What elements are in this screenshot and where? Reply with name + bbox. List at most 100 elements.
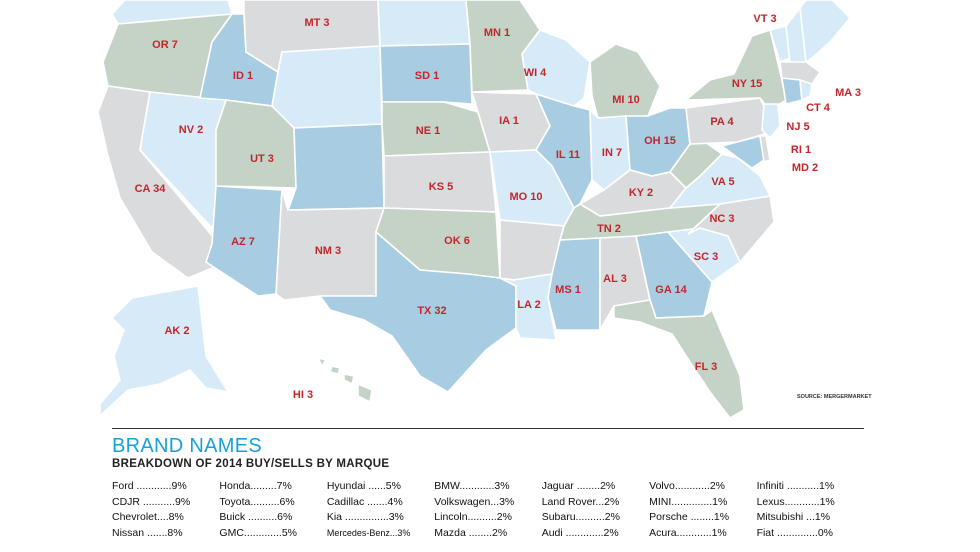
state-label-ct: CT 4 — [806, 102, 831, 114]
state-md — [720, 135, 765, 169]
state-label-nv: NV 2 — [179, 124, 203, 136]
brand-item: Toyota..........6% — [219, 495, 295, 508]
state-sd — [379, 43, 473, 105]
brand-item: Honda.........7% — [219, 480, 292, 492]
state-label-fl: FL 3 — [695, 361, 717, 373]
state-hi — [316, 356, 373, 404]
state-label-az: AZ 7 — [231, 236, 255, 248]
state-ak — [99, 285, 230, 418]
state-label-sd: SD 1 — [415, 70, 439, 82]
brand-grid: Ford ............9% CDJR ...........9% C… — [112, 479, 864, 541]
brand-item: Kia ...............3% — [326, 511, 404, 523]
brand-item: Mercedes-Benz...3% — [326, 527, 411, 538]
state-co — [286, 123, 385, 211]
brand-item: Mitsubishi ...1% — [756, 511, 831, 523]
brand-item: Chevrolet....8% — [112, 511, 184, 523]
state-label-ma: MA 3 — [835, 87, 861, 99]
legend: BRAND NAMES BREAKDOWN OF 2014 BUY/SELLS … — [112, 428, 864, 541]
brand-item: CDJR ...........9% — [112, 495, 191, 508]
brand-item: GMC.............5% — [219, 526, 298, 539]
state-label-ri: RI 1 — [791, 144, 811, 156]
brand-column: Jaguar ........2% Land Rover...2% Subaru… — [542, 479, 649, 541]
state-label-mt: MT 3 — [304, 17, 329, 29]
us-map: OR 7 CA 34 NV 2 ID 1 MT 3 UT 3 AZ 7 NM 3 SD 1 NE … — [97, 0, 872, 420]
brand-item: Ford ............9% — [112, 480, 187, 492]
brand-item: Audi .............2% — [541, 526, 619, 539]
state-tx — [318, 230, 517, 394]
state-label-ks: KS 5 — [429, 181, 453, 193]
state-label-ga: GA 14 — [655, 284, 687, 296]
brand-column: Ford ............9% CDJR ...........9% C… — [112, 479, 219, 541]
state-label-ak: AK 2 — [164, 325, 189, 337]
state-label-in: IN 7 — [602, 147, 622, 159]
state-ri — [799, 78, 813, 102]
brand-item: Infiniti ...........1% — [756, 480, 835, 492]
state-label-tx: TX 32 — [417, 305, 446, 317]
state-label-hi: HI 3 — [293, 389, 313, 401]
state-label-or: OR 7 — [152, 39, 178, 51]
brand-item: Cadillac .......4% — [326, 495, 403, 508]
state-label-nc: NC 3 — [709, 213, 734, 225]
legend-subtitle: BREAKDOWN OF 2014 BUY/SELLS BY MARQUE — [112, 458, 390, 470]
brand-column: BMW............3% Volkswagen...3% Lincol… — [434, 479, 541, 541]
state-nd — [377, 0, 471, 47]
brand-item: Subaru..........2% — [541, 511, 620, 523]
state-ny — [683, 28, 787, 112]
brand-item: Lincoln..........2% — [434, 511, 512, 523]
state-label-ne: NE 1 — [416, 125, 440, 137]
brand-item: Volkswagen...3% — [434, 495, 515, 508]
state-label-pa: PA 4 — [710, 116, 734, 128]
state-mi — [589, 43, 661, 119]
brand-item: Land Rover...2% — [541, 495, 620, 508]
state-label-ky: KY 2 — [629, 187, 653, 199]
state-nj — [761, 103, 781, 140]
brand-item: Lexus............1% — [756, 495, 835, 508]
state-label-nj: NJ 5 — [786, 121, 809, 133]
state-label-wi: WI 4 — [524, 67, 547, 79]
state-label-ut: UT 3 — [250, 153, 274, 165]
state-label-mi: MI 10 — [612, 94, 640, 106]
state-label-mn: MN 1 — [484, 27, 510, 39]
state-la — [499, 273, 557, 341]
brand-column: Hyundai ......5% Cadillac .......4% Kia … — [327, 479, 434, 541]
state-me — [799, 0, 852, 64]
state-label-md: MD 2 — [792, 162, 818, 174]
brand-item: BMW............3% — [434, 480, 510, 492]
legend-title: BRAND NAMES — [112, 435, 262, 457]
brand-item: MINI..............1% — [649, 495, 728, 508]
state-label-va: VA 5 — [711, 176, 734, 188]
state-label-nm: NM 3 — [315, 245, 341, 257]
brand-item: Mazda ........2% — [434, 526, 508, 539]
brand-column: Volvo............2% MINI..............1%… — [649, 479, 756, 541]
brand-item: Hyundai ......5% — [326, 480, 401, 492]
state-fl — [613, 299, 745, 420]
brand-item: Fiat ..............0% — [756, 526, 834, 539]
brand-item: Acura............1% — [649, 526, 727, 539]
brand-item: Nissan .......8% — [112, 526, 183, 539]
brand-item: Volvo............2% — [649, 480, 726, 492]
state-label-al: AL 3 — [603, 273, 627, 285]
source-note: SOURCE: MERGERMARKET — [797, 394, 872, 400]
brand-column: Honda.........7% Toyota..........6% Buic… — [219, 479, 326, 541]
state-label-tn: TN 2 — [597, 223, 621, 235]
brand-column: Infiniti ...........1% Lexus............… — [757, 479, 864, 541]
state-label-ms: MS 1 — [555, 284, 581, 296]
state-label-vt: VT 3 — [753, 13, 776, 25]
state-label-ca: CA 34 — [135, 183, 167, 195]
state-label-ia: IA 1 — [499, 115, 519, 127]
state-label-la: LA 2 — [517, 299, 540, 311]
state-ct — [781, 77, 803, 105]
brand-item: Buick ..........6% — [219, 511, 293, 523]
brand-item: Porsche ........1% — [649, 511, 730, 523]
state-label-il: IL 11 — [556, 149, 580, 161]
state-label-sc: SC 3 — [694, 251, 718, 263]
state-wi — [521, 29, 591, 107]
state-label-ny: NY 15 — [732, 78, 762, 90]
state-label-ok: OK 6 — [444, 235, 470, 247]
state-label-oh: OH 15 — [644, 135, 676, 147]
state-wy — [271, 45, 383, 129]
legend-divider — [112, 428, 864, 429]
state-label-mo: MO 10 — [509, 191, 542, 203]
brand-item: Jaguar ........2% — [541, 480, 616, 492]
state-label-id: ID 1 — [233, 70, 253, 82]
